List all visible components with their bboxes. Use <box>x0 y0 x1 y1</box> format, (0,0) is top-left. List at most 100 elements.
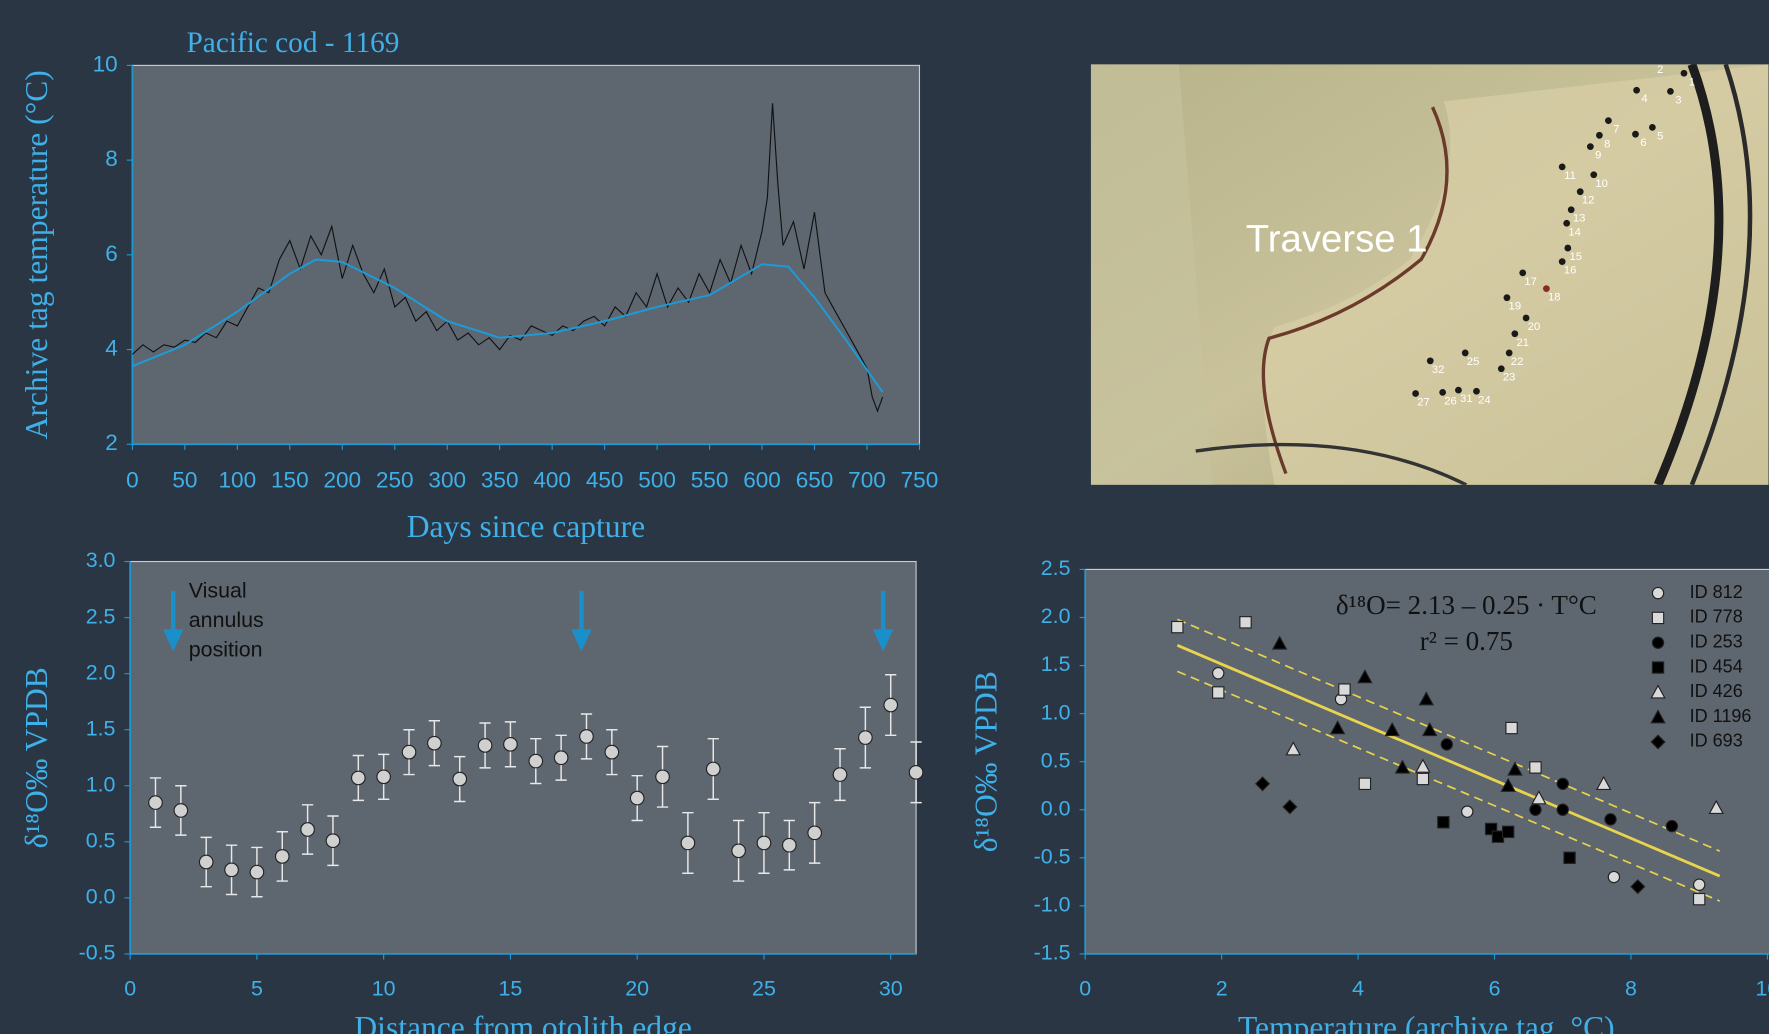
annulus-arrow <box>162 590 184 652</box>
traverse-spot <box>1590 171 1598 179</box>
traverse-point-label: 12 <box>1582 195 1595 207</box>
traverse-spot <box>1586 143 1594 150</box>
traverse-spot <box>1519 269 1527 277</box>
legend-label: ID 426 <box>1690 681 1743 701</box>
point <box>173 803 189 818</box>
legend-marker <box>1651 636 1665 649</box>
point <box>1507 761 1523 776</box>
regression-line <box>1176 644 1721 878</box>
plot-area <box>131 64 921 445</box>
x-tick-label: 0 <box>1079 977 1091 1001</box>
traverse-point-label: 17 <box>1524 276 1537 288</box>
annulus-arrow <box>571 590 592 652</box>
x-tick-label: 600 <box>743 467 781 492</box>
traverse-point-label: 10 <box>1595 178 1608 190</box>
traverse-spot <box>1543 285 1550 293</box>
traverse-spot <box>1455 386 1462 394</box>
point <box>477 738 493 753</box>
point <box>1440 738 1453 751</box>
x-tick-label: 0 <box>126 467 139 492</box>
x-tick-label: 15 <box>499 977 523 1001</box>
point <box>1285 741 1301 756</box>
traverse-spot <box>1439 389 1447 396</box>
point <box>1171 620 1184 634</box>
y-tick-label: 2.0 <box>1041 604 1071 628</box>
y-tick-label: 4 <box>105 336 118 361</box>
traverse-point-label: 7 <box>1613 124 1619 136</box>
x-axis-title: Distance from otolith edge <box>354 1010 691 1034</box>
legend-label: ID 253 <box>1690 631 1743 651</box>
point <box>1358 777 1372 790</box>
traverse-spot <box>1632 130 1639 138</box>
traverse-spot <box>1505 349 1513 357</box>
legend-label: ID 778 <box>1690 607 1743 627</box>
point <box>1692 878 1706 891</box>
x-tick-label: 350 <box>481 467 519 492</box>
y-tick-label: 0.5 <box>86 828 116 852</box>
point <box>1529 761 1542 774</box>
point <box>249 864 265 880</box>
point <box>1282 799 1298 815</box>
x-axis-title: Days since capture <box>407 509 645 544</box>
point <box>883 697 899 713</box>
traverse-point-label: 27 <box>1417 397 1430 409</box>
otolith-rim <box>1689 64 1753 485</box>
x-tick-label: 450 <box>586 467 624 492</box>
point <box>1563 851 1576 865</box>
point <box>629 790 645 806</box>
point <box>731 843 746 859</box>
annotation: Visual <box>189 579 247 603</box>
x-tick-label: 700 <box>848 467 886 492</box>
y-tick-label: 1.0 <box>86 772 116 796</box>
point <box>1212 667 1225 680</box>
x-tick-label: 8 <box>1625 977 1637 1001</box>
traverse-spot <box>1567 206 1575 214</box>
point <box>1505 721 1518 735</box>
x-tick-label: 300 <box>428 467 466 492</box>
chart-title: Pacific cod - 1169 <box>187 27 400 59</box>
point <box>579 729 594 744</box>
otolith-rim <box>1653 64 1724 485</box>
point <box>1604 813 1617 826</box>
legend-label: ID 693 <box>1690 731 1743 751</box>
equation: δ¹⁸O= 2.13 – 0.25 · T°C <box>1336 590 1597 620</box>
y-axis-title: δ¹⁸O‰ VPDB <box>19 667 54 848</box>
y-tick-label: -1.5 <box>1034 941 1071 965</box>
point <box>1501 825 1515 839</box>
traverse-point-label: 19 <box>1509 301 1522 313</box>
point <box>376 769 391 785</box>
photo-shade <box>1090 64 1213 485</box>
point <box>1491 830 1505 843</box>
x-tick-label: 100 <box>219 467 257 492</box>
annotation: position <box>189 637 263 661</box>
traverse-spot <box>1649 58 1656 65</box>
y-tick-label: 8 <box>105 146 118 171</box>
traverse-point-label: 11 <box>1564 170 1576 182</box>
traverse-spot <box>1511 330 1519 338</box>
r-squared: r² = 0.75 <box>1420 626 1513 656</box>
point <box>350 770 366 786</box>
legend-marker <box>1650 684 1666 699</box>
traverse-spot <box>1522 314 1530 322</box>
point <box>1531 790 1547 805</box>
x-tick-label: 6 <box>1489 977 1501 1001</box>
point <box>1422 722 1438 737</box>
x-tick-label: 150 <box>271 467 309 492</box>
otolith-edge <box>1261 106 1449 475</box>
traverse-spot <box>1412 390 1419 397</box>
x-tick-label: 500 <box>638 467 676 492</box>
traverse-spot <box>1605 117 1612 125</box>
point <box>1357 669 1373 684</box>
traverse-spot <box>1563 219 1571 227</box>
traverse-point-label: 18 <box>1548 292 1561 304</box>
point <box>1394 759 1411 774</box>
y-tick-label: 0.0 <box>86 885 116 909</box>
y-tick-label: 2.5 <box>86 604 116 628</box>
y-tick-label: 2 <box>105 430 118 455</box>
x-axis-title: Temperature (archive tag, °C) <box>1238 1010 1615 1034</box>
legend-label: ID 1196 <box>1690 706 1752 726</box>
point <box>1461 805 1474 818</box>
point <box>1329 720 1346 735</box>
traverse-spot <box>1576 188 1584 196</box>
point <box>1416 772 1430 786</box>
